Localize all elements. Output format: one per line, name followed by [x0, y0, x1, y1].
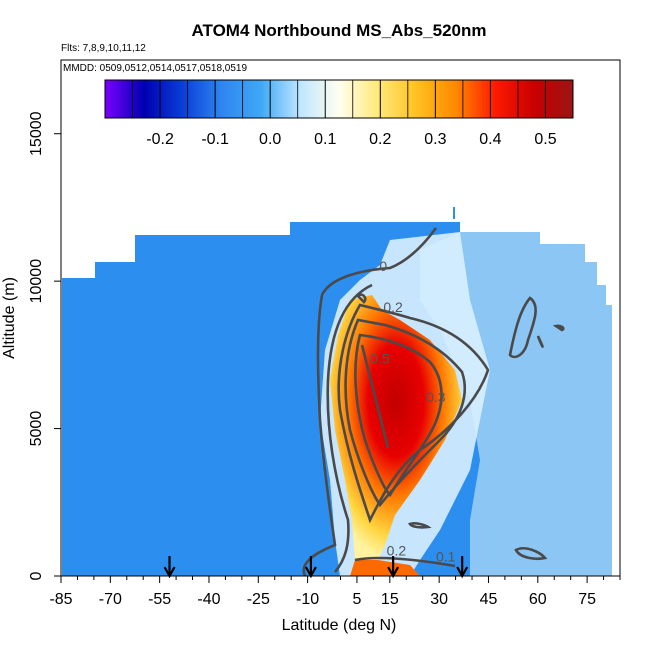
flights-note: Flts: 7,8,9,10,11,12	[61, 43, 146, 54]
chart-title: ATOM4 Northbound MS_Abs_520nm	[191, 21, 486, 40]
colorbar-tick-label: 0.4	[479, 131, 501, 148]
contour-ring-tiny	[356, 293, 367, 304]
x-tick-label: 15	[381, 591, 399, 608]
y-tick-label: 10000	[28, 259, 45, 304]
contour-label: 0.3	[426, 389, 446, 405]
colorbar: -0.2 -0.1 0.0 0.1 0.2 0.3 0.4 0.5	[104, 79, 574, 148]
colorbar-tick-label: 0.5	[534, 131, 556, 148]
contours	[302, 227, 565, 576]
dates-note: MMDD: 0509,0512,0514,0517,0518,0519	[63, 63, 247, 74]
x-tick-label: 45	[480, 591, 498, 608]
contour-label: 0.2	[387, 542, 407, 558]
x-tick-label: -70	[99, 591, 122, 608]
contour-line-03	[344, 318, 467, 508]
y-tick-label: 15000	[28, 111, 45, 156]
x-tick-label: 60	[529, 591, 547, 608]
contour-line-0	[302, 227, 438, 576]
contour-line-01	[326, 283, 456, 573]
contour-ring-south	[514, 547, 548, 561]
x-axis: -85 -70 -55 -40 -25 -10 5 15 30 45 60 75	[49, 575, 621, 608]
contour-ring-small-1	[536, 335, 544, 348]
x-axis-label: Latitude (deg N)	[282, 617, 397, 634]
x-tick-label: -25	[247, 591, 270, 608]
colorbar-tick-label: 0.0	[259, 131, 281, 148]
contour-ring-north	[508, 296, 537, 359]
heatmap-field	[62, 207, 612, 576]
x-tick-label: 75	[578, 591, 596, 608]
x-tick-label: -10	[296, 591, 319, 608]
x-tick-label: 30	[430, 591, 448, 608]
contour-ring-small-2	[552, 324, 565, 332]
contour-line-05	[360, 344, 390, 449]
contour-label: 0.2	[383, 299, 403, 315]
contour-label: 0	[379, 258, 387, 274]
contour-label: 0.1	[436, 548, 456, 564]
colorbar-ticks: -0.2 -0.1 0.0 0.1 0.2 0.3 0.4 0.5	[132, 80, 557, 148]
x-tick-label: -40	[197, 591, 220, 608]
colorbar-tick-label: 0.3	[424, 131, 446, 148]
contour-labels: 0 0.2 0.5 0.3 0.2 0.1	[370, 258, 455, 564]
colorbar-tick-label: 0.2	[369, 131, 391, 148]
contour-line-04	[354, 333, 443, 498]
y-tick-label: 5000	[28, 411, 45, 447]
x-tick-label: 5	[352, 591, 361, 608]
colorbar-tick-label: -0.2	[146, 131, 174, 148]
y-axis: 0 5000 10000 15000	[28, 60, 62, 580]
colorbar-rect	[104, 79, 574, 119]
colorbar-tick-label: 0.1	[314, 131, 336, 148]
x-tick-label: -85	[49, 591, 72, 608]
colorbar-tick-label: -0.1	[201, 131, 229, 148]
y-tick-label: 0	[28, 571, 45, 580]
contour-label: 0.5	[370, 351, 390, 367]
x-tick-label: -55	[148, 591, 171, 608]
heatmap-top-marker	[453, 207, 455, 219]
y-axis-label: Altitude (m)	[1, 277, 18, 359]
contour-ring-mid	[408, 522, 432, 529]
heatmap-surface-hotspot	[350, 560, 420, 576]
